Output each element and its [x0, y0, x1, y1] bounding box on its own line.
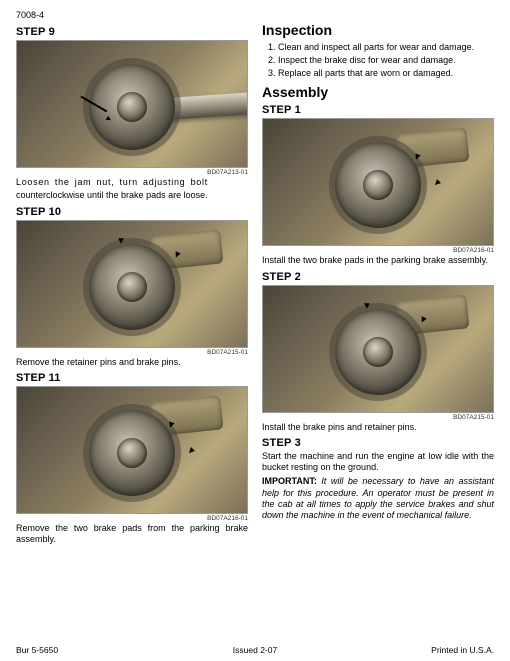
inspection-item: Replace all parts that are worn or damag…	[278, 68, 494, 79]
asm-step2-title: STEP 2	[262, 271, 494, 283]
inspection-item: Clean and inspect all parts for wear and…	[278, 42, 494, 53]
assembly-title: Assembly	[262, 84, 494, 100]
footer: Bur 5-5650 Issued 2-07 Printed in U.S.A.	[16, 645, 494, 655]
important-label: IMPORTANT:	[262, 476, 317, 486]
inspection-list: Clean and inspect all parts for wear and…	[262, 42, 494, 78]
asm-step1-caption: Install the two brake pads in the parkin…	[262, 255, 494, 266]
asm-step2-caption: Install the brake pins and retainer pins…	[262, 422, 494, 433]
asm-step1-title: STEP 1	[262, 104, 494, 116]
step9-caption-1: Loosen the jam nut, turn adjusting bolt	[16, 177, 248, 188]
step10-figure	[16, 220, 248, 348]
page-number: 7008-4	[16, 10, 494, 20]
footer-right: Printed in U.S.A.	[431, 645, 494, 655]
step9-fig-id: BD07A213-01	[16, 169, 248, 176]
asm-step2-figure	[262, 285, 494, 413]
footer-left: Bur 5-5650	[16, 645, 58, 655]
left-column: STEP 9 BD07A213-01 Loosen the jam nut, t…	[16, 22, 248, 547]
asm-step1-figure	[262, 118, 494, 246]
footer-mid: Issued 2-07	[233, 645, 277, 655]
asm-step3-body: Start the machine and run the engine at …	[262, 451, 494, 474]
step10-fig-id: BD07A215-01	[16, 349, 248, 356]
asm-step2-fig-id: BD07A215-01	[262, 414, 494, 421]
content-columns: STEP 9 BD07A213-01 Loosen the jam nut, t…	[16, 22, 494, 547]
step11-title: STEP 11	[16, 372, 248, 384]
right-column: Inspection Clean and inspect all parts f…	[262, 22, 494, 547]
step11-caption: Remove the two brake pads from the parki…	[16, 523, 248, 546]
step9-title: STEP 9	[16, 26, 248, 38]
step9-figure	[16, 40, 248, 168]
asm-step1-fig-id: BD07A216-01	[262, 247, 494, 254]
asm-step3-important: IMPORTANT: It will be necessary to have …	[262, 476, 494, 521]
inspection-title: Inspection	[262, 22, 494, 38]
step11-fig-id: BD07A216-01	[16, 515, 248, 522]
step11-figure	[16, 386, 248, 514]
inspection-item: Inspect the brake disc for wear and dama…	[278, 55, 494, 66]
step10-title: STEP 10	[16, 206, 248, 218]
step9-caption-2: counterclockwise until the brake pads ar…	[16, 190, 248, 201]
step10-caption: Remove the retainer pins and brake pins.	[16, 357, 248, 368]
asm-step3-title: STEP 3	[262, 437, 494, 449]
